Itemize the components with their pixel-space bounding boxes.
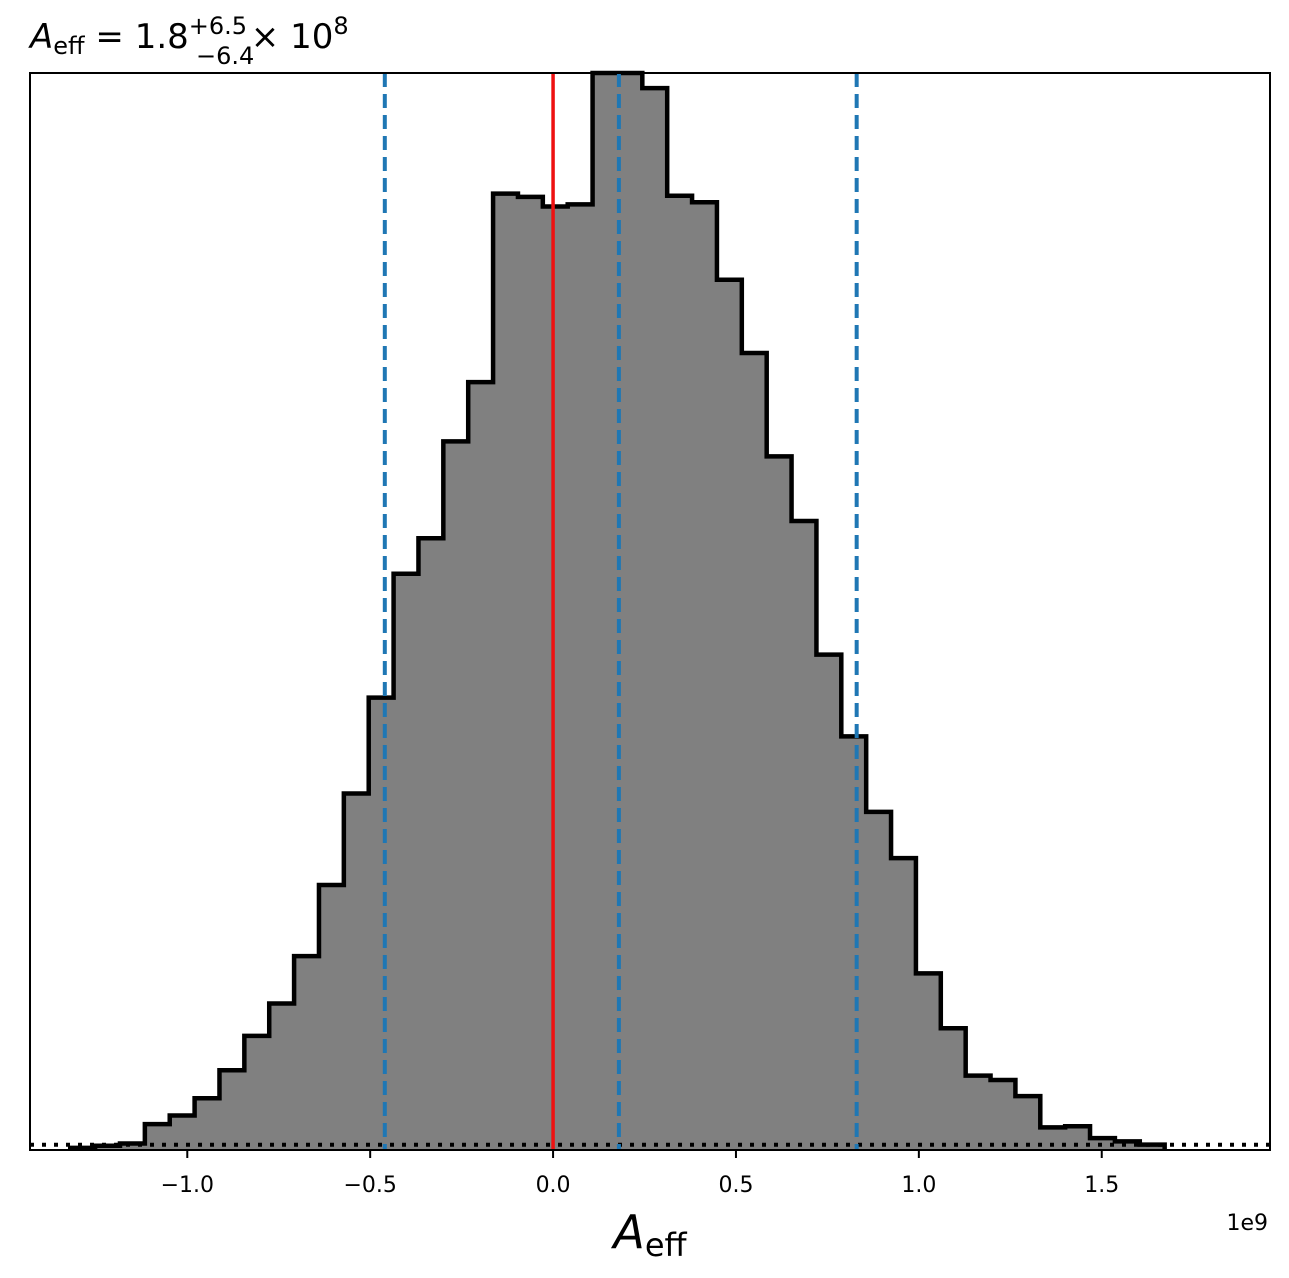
title-median: 1.8 bbox=[135, 17, 189, 57]
xlabel-subscript: eff bbox=[645, 1226, 688, 1264]
histogram-bar bbox=[965, 1075, 992, 1150]
histogram-bar bbox=[169, 1115, 196, 1150]
histogram-bar bbox=[940, 1028, 967, 1150]
histogram-bar bbox=[891, 858, 917, 1150]
histogram-bar bbox=[144, 1124, 171, 1150]
histogram-bar bbox=[990, 1079, 1017, 1150]
histogram-bar bbox=[1090, 1138, 1116, 1150]
histogram-bar bbox=[542, 206, 569, 1151]
histogram-bar bbox=[1139, 1144, 1166, 1150]
x-tick-label: 1.5 bbox=[1084, 1173, 1119, 1198]
xlabel-symbol: A bbox=[610, 1205, 644, 1259]
histogram-bar bbox=[368, 697, 395, 1150]
histogram-bar bbox=[1114, 1141, 1141, 1150]
quantile-lines bbox=[382, 73, 859, 1150]
histogram-bar bbox=[294, 956, 320, 1150]
histogram-bar bbox=[318, 885, 345, 1150]
histogram-bar bbox=[219, 1070, 245, 1150]
title-exponent: 8 bbox=[333, 12, 348, 40]
histogram-bar bbox=[567, 204, 594, 1151]
histogram-bar bbox=[617, 73, 643, 1150]
histogram-bar bbox=[866, 811, 892, 1150]
x-axis-ticks: −1.0 −0.5 0.0 0.5 1.0 1.5 bbox=[161, 1150, 1119, 1198]
histogram-bar bbox=[816, 654, 842, 1150]
histogram-bar bbox=[592, 73, 619, 1150]
histogram-bar bbox=[443, 441, 469, 1151]
x-tick-label: 1.0 bbox=[901, 1173, 936, 1198]
histogram-bar bbox=[667, 195, 693, 1150]
histogram-bar bbox=[692, 202, 718, 1151]
title-equals: = bbox=[85, 17, 135, 57]
x-tick-label: 0.5 bbox=[718, 1173, 753, 1198]
histogram-bar bbox=[418, 538, 444, 1150]
title-times: × 10 bbox=[240, 17, 333, 57]
histogram-bar bbox=[119, 1143, 146, 1150]
x-tick-label: −0.5 bbox=[343, 1173, 396, 1198]
x-tick-label: 0.0 bbox=[536, 1173, 571, 1198]
x-tick-label: −1.0 bbox=[161, 1173, 214, 1198]
histogram-bar bbox=[269, 1003, 295, 1150]
title-upper: +6.5 bbox=[189, 12, 247, 40]
title-subscript: eff bbox=[53, 32, 85, 60]
histogram-bar bbox=[741, 353, 768, 1150]
histogram-bar bbox=[468, 382, 494, 1150]
histogram-bar bbox=[766, 456, 793, 1150]
histogram-bar bbox=[791, 521, 818, 1150]
histogram-bar bbox=[1040, 1127, 1066, 1150]
histogram-bar bbox=[194, 1098, 221, 1150]
histogram-bar bbox=[493, 193, 519, 1150]
histogram-bar bbox=[716, 279, 743, 1150]
histogram-bar bbox=[517, 196, 544, 1151]
title-lower: −6.4 bbox=[196, 42, 254, 70]
histogram-bar bbox=[343, 793, 370, 1150]
histogram-bar bbox=[393, 573, 420, 1150]
histogram-bar bbox=[244, 1035, 270, 1150]
histogram-bar bbox=[1015, 1096, 1041, 1150]
title-symbol: A bbox=[28, 17, 53, 57]
histogram-bars bbox=[70, 73, 1166, 1151]
histogram-bar bbox=[642, 88, 668, 1150]
histogram-bar bbox=[915, 973, 942, 1150]
histogram-bar bbox=[841, 736, 867, 1150]
axes-frame bbox=[29, 72, 1271, 1151]
chart-title: Aeff = 1.8+6.5 −6.4 × 108 bbox=[28, 12, 349, 70]
histogram-bar bbox=[1065, 1126, 1091, 1150]
axis-offset-text: 1e9 bbox=[1226, 1211, 1268, 1236]
x-axis-label: Aeff bbox=[610, 1205, 687, 1264]
